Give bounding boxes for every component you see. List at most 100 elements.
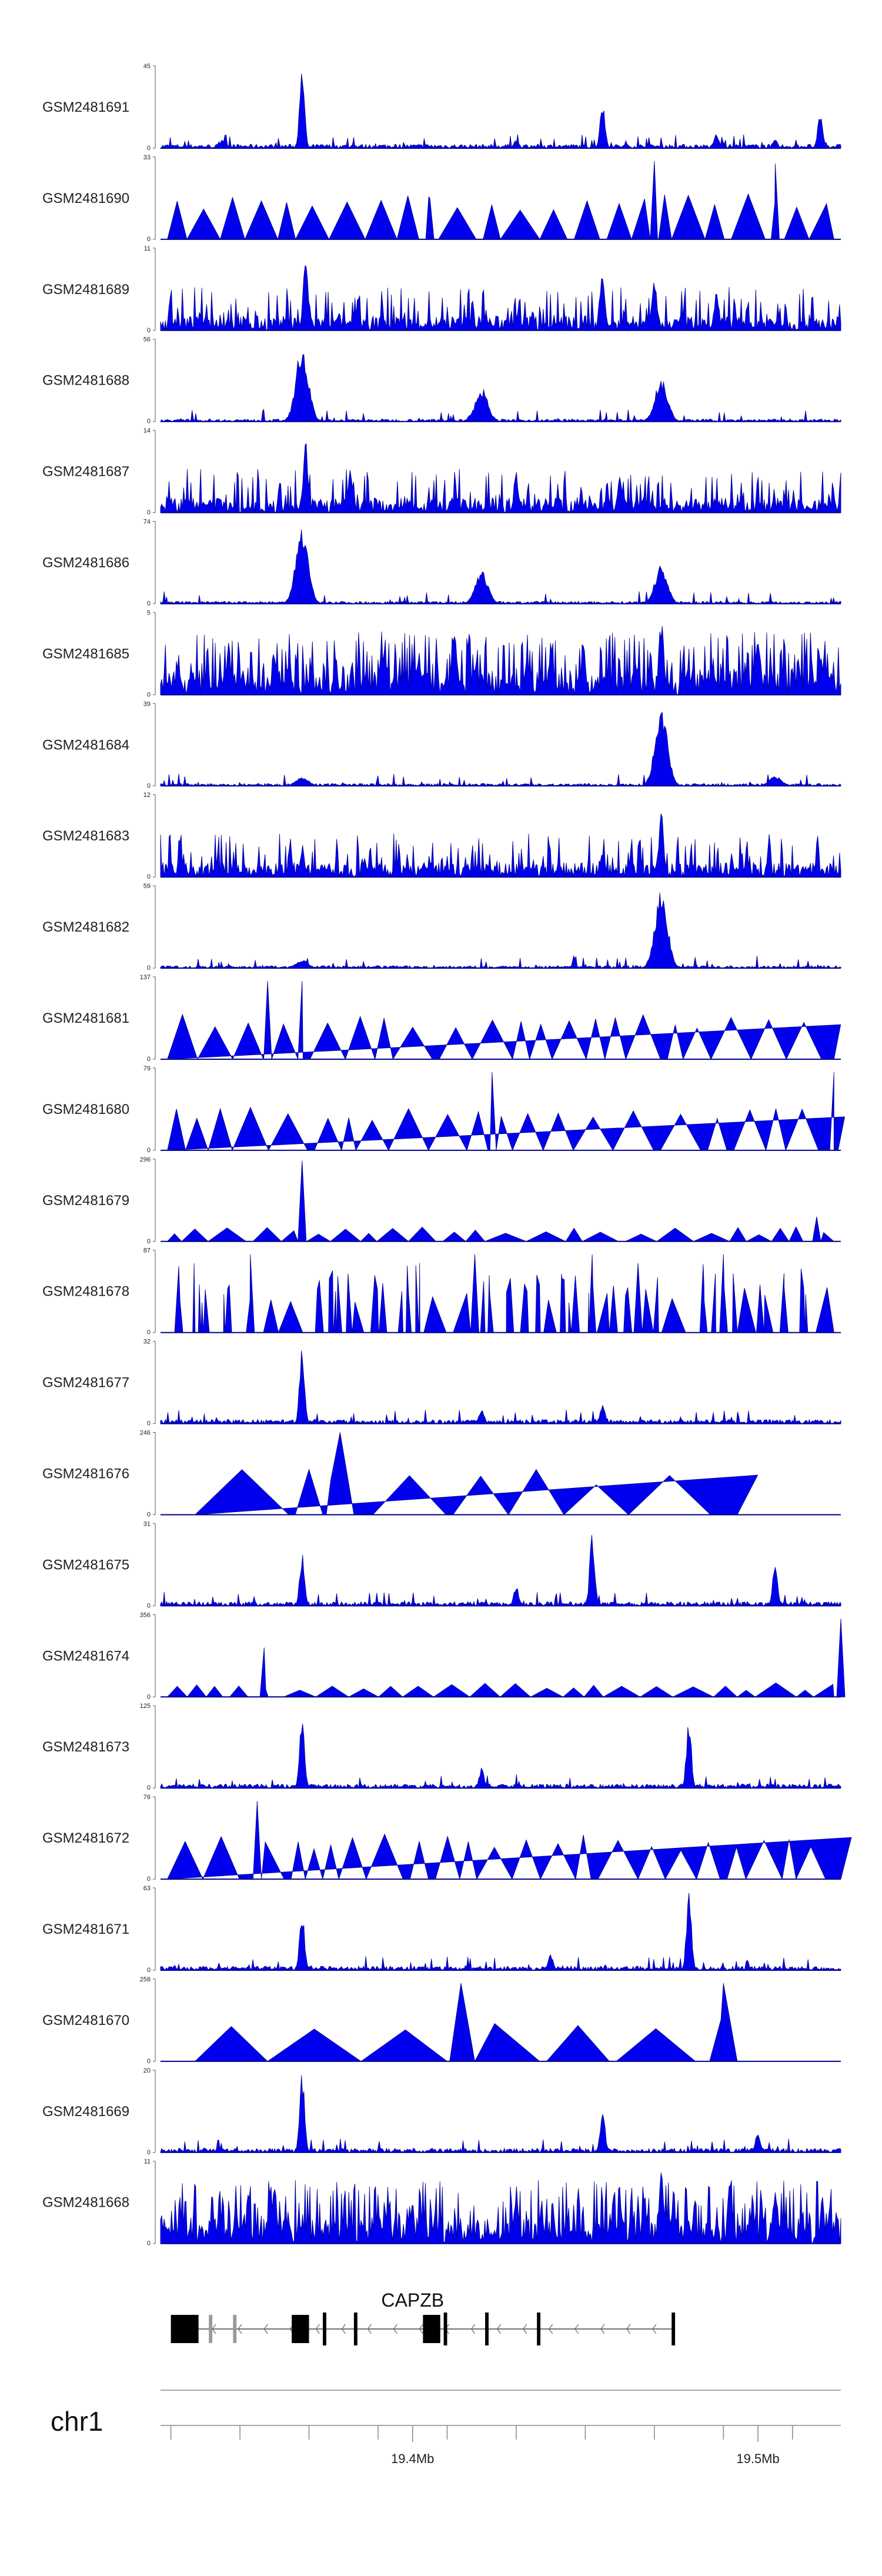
track-label: GSM2481677 <box>42 1375 129 1391</box>
gene-exon <box>353 2313 358 2345</box>
track-ymin-label: 0 <box>147 1329 151 1336</box>
track-GSM2481670: GSM2481670 258 0 <box>42 1976 841 2065</box>
track-GSM2481673: GSM2481673 125 0 <box>42 1703 841 1791</box>
track-label: GSM2481682 <box>42 919 129 935</box>
track-ymax-label: 56 <box>143 336 151 343</box>
axis-tick-label: 19.5Mb <box>736 2451 779 2466</box>
track-GSM2481683: GSM2481683 12 0 <box>42 792 841 880</box>
strand-arrow-icon <box>652 2324 657 2334</box>
track-ymax-label: 31 <box>143 1520 151 1527</box>
track-GSM2481674: GSM2481674 356 0 <box>42 1611 846 1700</box>
strand-arrow-icon <box>626 2324 631 2334</box>
chromosome-label: chr1 <box>51 2406 103 2437</box>
gene-exon <box>485 2313 489 2345</box>
strand-arrow-icon <box>470 2324 476 2334</box>
track-ymin-label: 0 <box>147 418 151 425</box>
track-ymax-label: 87 <box>143 1247 151 1254</box>
track-label: GSM2481690 <box>42 191 129 206</box>
gene-exon <box>443 2313 447 2345</box>
track-label: GSM2481679 <box>42 1193 129 1209</box>
gene-exon <box>209 2315 213 2343</box>
signal-area <box>160 353 841 422</box>
gene-name-label: CAPZB <box>381 2290 444 2311</box>
gene-exon <box>671 2313 676 2345</box>
track-ymin-label: 0 <box>147 509 151 516</box>
signal-area <box>160 1535 841 1607</box>
track-ymax-label: 137 <box>140 974 151 981</box>
track-ymin-label: 0 <box>147 782 151 789</box>
track-label: GSM2481688 <box>42 373 129 389</box>
track-ymin-label: 0 <box>147 600 151 608</box>
track-ymin-label: 0 <box>147 1784 151 1791</box>
track-ymin-label: 0 <box>147 1876 151 1883</box>
track-label: GSM2481680 <box>42 1102 129 1117</box>
gene-exon <box>233 2315 237 2343</box>
strand-arrow-icon <box>522 2324 527 2334</box>
signal-area <box>167 980 841 1060</box>
gene-exon <box>171 2315 199 2343</box>
track-label: GSM2481684 <box>42 737 129 753</box>
track-GSM2481675: GSM2481675 31 0 <box>42 1520 841 1609</box>
track-GSM2481681: GSM2481681 137 0 <box>42 974 841 1063</box>
track-ymin-label: 0 <box>147 145 151 152</box>
track-GSM2481680: GSM2481680 79 0 <box>42 1065 846 1154</box>
track-ymin-label: 0 <box>147 1511 151 1519</box>
strand-arrow-icon <box>263 2324 268 2334</box>
track-label: GSM2481675 <box>42 1557 129 1573</box>
track-ymax-label: 258 <box>140 1976 151 1983</box>
track-ymin-label: 0 <box>147 1147 151 1154</box>
track-ymin-label: 0 <box>147 965 151 972</box>
track-ymax-label: 74 <box>143 519 151 526</box>
signal-area <box>160 265 841 331</box>
track-ymax-label: 296 <box>140 1156 151 1163</box>
track-GSM2481690: GSM2481690 33 0 <box>42 154 841 243</box>
track-GSM2481682: GSM2481682 59 0 <box>42 883 841 972</box>
track-ymin-label: 0 <box>147 1238 151 1245</box>
track-label: GSM2481674 <box>42 1648 129 1664</box>
track-label: GSM2481681 <box>42 1010 129 1026</box>
track-GSM2481685: GSM2481685 5 0 <box>42 609 841 698</box>
signal-area <box>160 1350 841 1424</box>
signal-area <box>160 1893 841 1971</box>
track-ymax-label: 14 <box>143 428 151 435</box>
track-label: GSM2481668 <box>42 2195 129 2211</box>
track-ymin-label: 0 <box>147 236 151 243</box>
track-GSM2481687: GSM2481687 14 0 <box>42 428 841 516</box>
track-label: GSM2481671 <box>42 1921 129 1937</box>
track-GSM2481688: GSM2481688 56 0 <box>42 336 841 425</box>
strand-arrow-icon <box>393 2324 397 2334</box>
track-GSM2481691: GSM2481691 45 0 <box>42 63 841 152</box>
track-ymin-label: 0 <box>147 1602 151 1609</box>
strand-arrow-icon <box>496 2324 502 2334</box>
signal-area <box>166 1160 835 1242</box>
track-ymax-label: 356 <box>140 1611 151 1619</box>
track-ymax-label: 246 <box>140 1430 151 1437</box>
track-GSM2481669: GSM2481669 20 0 <box>42 2067 841 2156</box>
signal-area <box>160 74 841 149</box>
track-ymax-label: 11 <box>144 2158 151 2165</box>
signal-area <box>160 2173 841 2244</box>
track-ymax-label: 33 <box>143 154 151 161</box>
track-label: GSM2481685 <box>42 646 129 662</box>
track-ymax-label: 39 <box>143 700 151 708</box>
track-ymax-label: 63 <box>143 1885 151 1892</box>
track-GSM2481686: GSM2481686 74 0 <box>42 519 841 608</box>
track-GSM2481668: GSM2481668 11 0 <box>42 2158 841 2247</box>
track-ymin-label: 0 <box>147 1967 151 1974</box>
track-ymin-label: 0 <box>147 1420 151 1427</box>
track-GSM2481678: GSM2481678 87 0 <box>42 1247 841 1336</box>
track-ymax-label: 12 <box>143 792 151 799</box>
track-ymin-label: 0 <box>147 2058 151 2065</box>
track-label: GSM2481673 <box>42 1739 129 1755</box>
signal-area <box>194 1432 759 1516</box>
track-ymin-label: 0 <box>147 1693 151 1700</box>
track-ymax-label: 59 <box>143 883 151 890</box>
signal-area <box>167 1254 834 1334</box>
track-ymin-label: 0 <box>147 691 151 698</box>
track-GSM2481677: GSM2481677 32 0 <box>42 1339 841 1427</box>
track-label: GSM2481683 <box>42 828 129 844</box>
track-label: GSM2481672 <box>42 1830 129 1846</box>
signal-area <box>160 626 841 695</box>
track-label: GSM2481687 <box>42 464 129 480</box>
